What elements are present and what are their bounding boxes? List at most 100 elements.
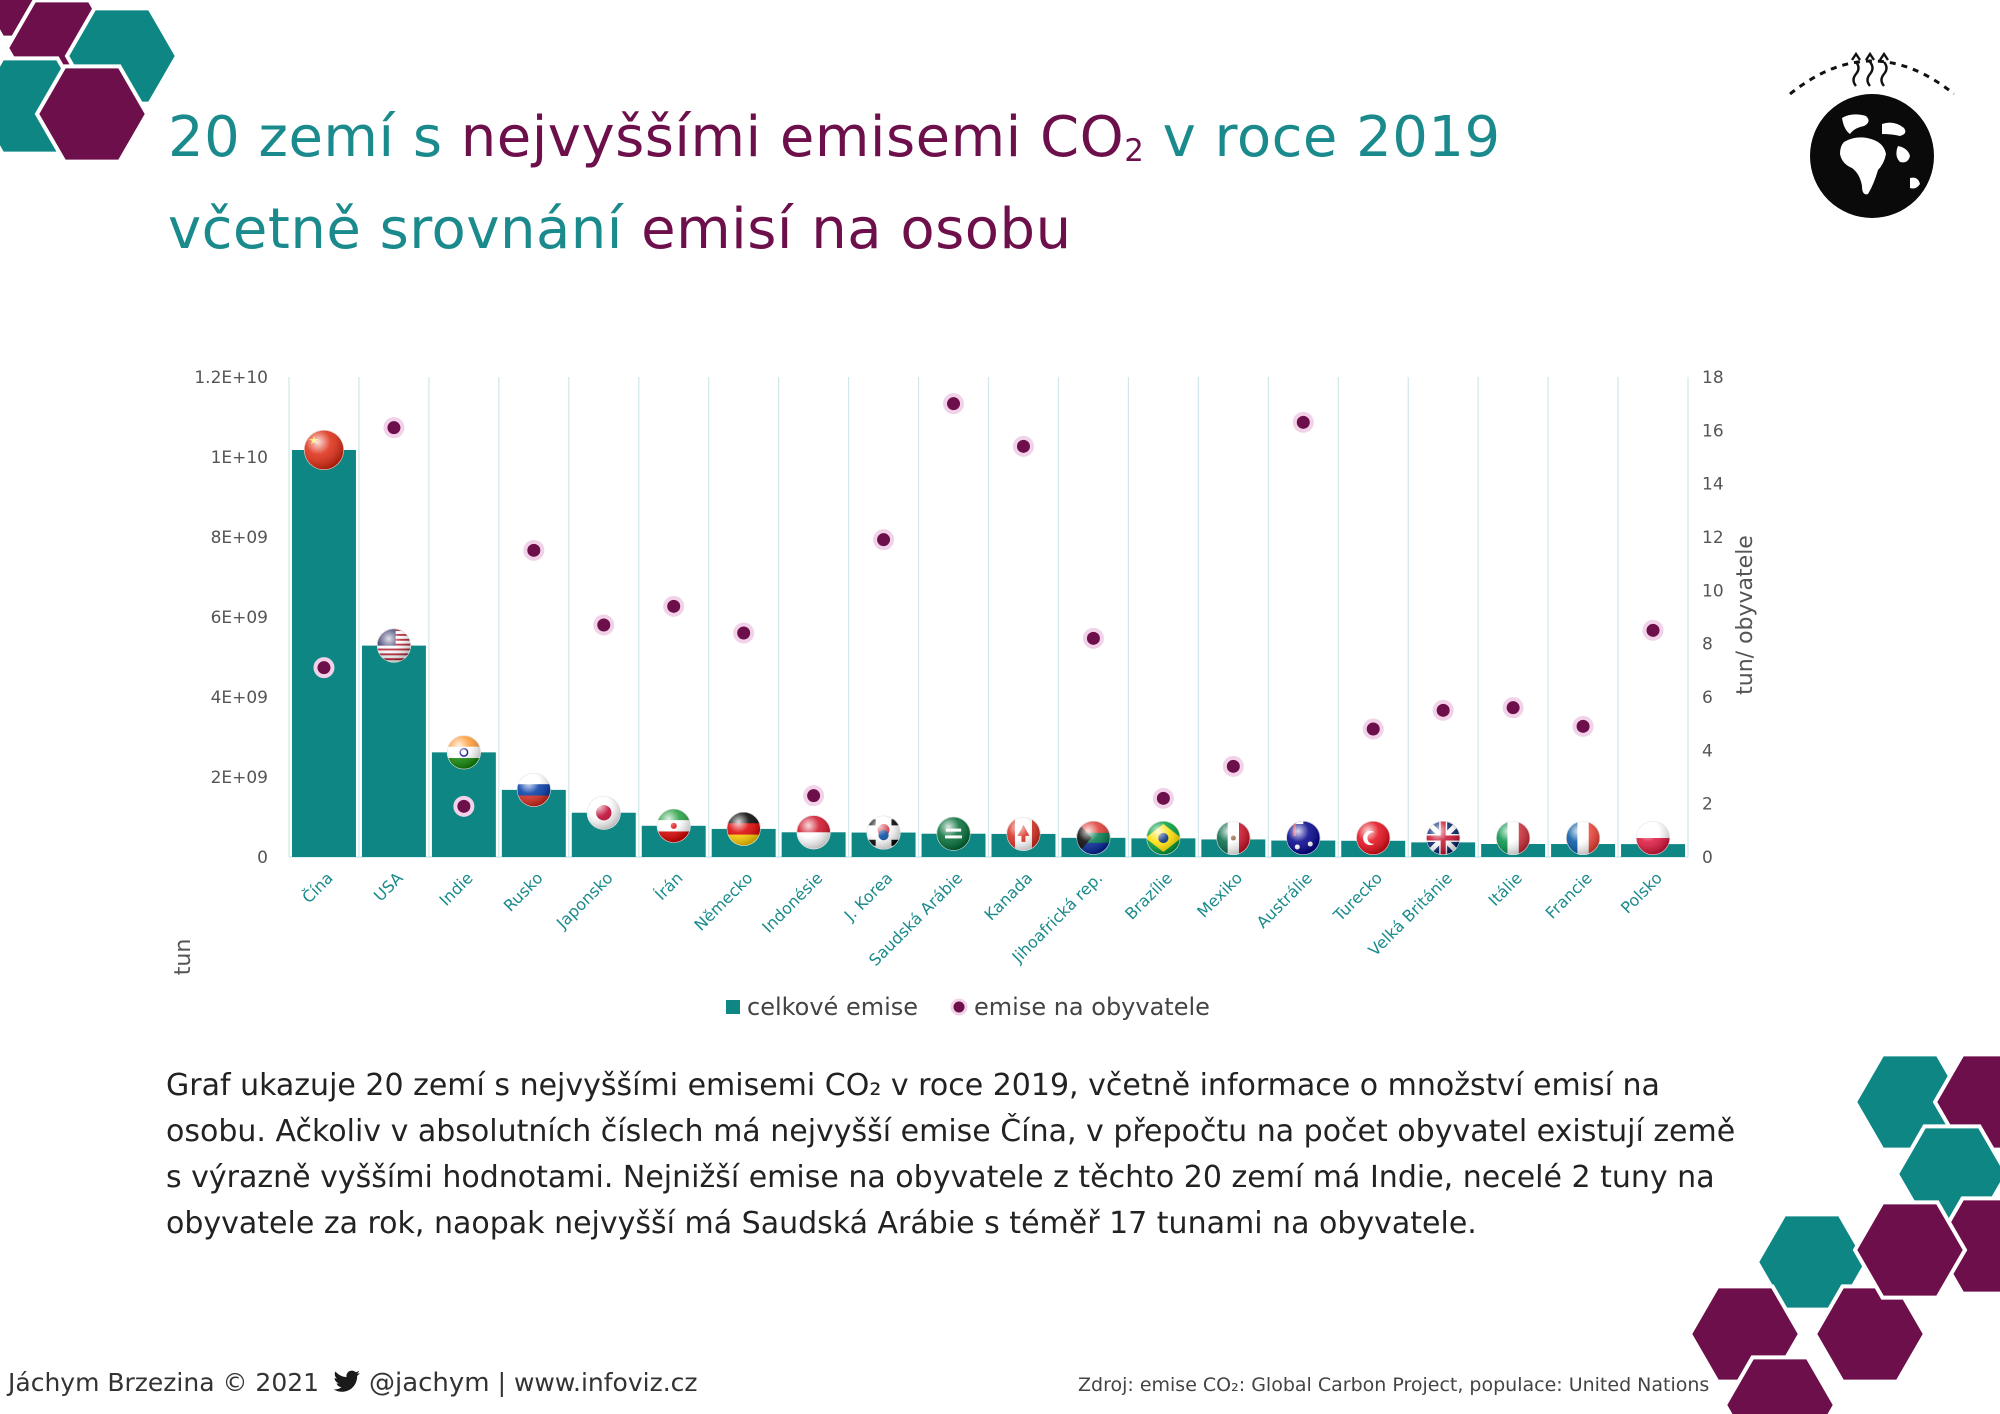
left-tick-label: 1.2E+10 xyxy=(194,368,268,388)
flag-br-icon xyxy=(1146,821,1181,855)
flag-de-icon xyxy=(726,811,761,846)
left-tick-label: 2E+09 xyxy=(211,768,268,788)
flag-ca-icon xyxy=(1006,816,1041,851)
point-ir xyxy=(663,595,685,617)
right-tick-label: 4 xyxy=(1702,741,1713,761)
flag-gb-icon xyxy=(1426,821,1461,855)
point-tr xyxy=(1362,718,1384,740)
category-label: Austrálie xyxy=(1253,868,1317,932)
bar-us xyxy=(361,645,426,857)
category-label: Japonsko xyxy=(552,868,617,933)
category-label: Rusko xyxy=(500,868,547,915)
twitter-handle-link[interactable]: @jachym xyxy=(368,1368,490,1398)
point-gb xyxy=(1432,699,1454,721)
decorative-hexagon xyxy=(1722,1355,1838,1414)
flag-us-icon xyxy=(376,628,411,663)
point-mx xyxy=(1222,755,1244,777)
category-label: Turecko xyxy=(1329,868,1386,925)
right-tick-label: 6 xyxy=(1702,688,1713,708)
point-kr xyxy=(873,529,895,551)
legend-point-swatch xyxy=(950,998,968,1016)
right-tick-label: 18 xyxy=(1702,368,1724,388)
flag-pl-icon xyxy=(1636,821,1671,855)
right-tick-label: 14 xyxy=(1702,475,1724,495)
point-za xyxy=(1082,627,1104,649)
point-au xyxy=(1292,411,1314,433)
flag-au-icon xyxy=(1286,821,1321,855)
footer-separator: | xyxy=(497,1368,507,1397)
point-cn xyxy=(313,657,335,679)
flag-id-icon xyxy=(796,815,831,850)
right-tick-label: 16 xyxy=(1702,421,1724,441)
twitter-bird-icon xyxy=(333,1370,360,1392)
point-it xyxy=(1502,697,1524,719)
right-tick-label: 8 xyxy=(1702,635,1713,655)
flag-tr-icon xyxy=(1356,821,1391,855)
category-label: Brazílie xyxy=(1121,868,1176,923)
left-tick-label: 0 xyxy=(257,848,268,868)
category-labels: Čína USA Indie Rusko Japonsko Írán Německo Indo… xyxy=(298,868,1666,969)
decorative-hexagon xyxy=(34,64,150,164)
per-capita-series xyxy=(313,393,1664,817)
point-de xyxy=(733,622,755,644)
point-fr xyxy=(1572,715,1594,737)
bar-series xyxy=(292,450,1685,857)
chart-grid xyxy=(288,377,1689,858)
category-label: Mexiko xyxy=(1193,868,1246,921)
flag-fr-icon xyxy=(1566,821,1601,855)
point-in xyxy=(453,795,475,817)
flag-kr-icon xyxy=(866,815,901,850)
point-us xyxy=(383,417,405,439)
emissions-chart: 0 2E+09 4E+09 6E+09 8E+09 1E+10 1.2E+10 0 2 4 6 8 1… xyxy=(171,368,1758,1021)
point-ca xyxy=(1012,435,1034,457)
source-note: Zdroj: emise CO₂: Global Carbon Project,… xyxy=(1078,1374,1710,1396)
right-tick-label: 10 xyxy=(1702,581,1724,601)
left-tick-label: 8E+09 xyxy=(211,528,268,548)
left-tick-label: 6E+09 xyxy=(211,608,268,628)
point-br xyxy=(1152,787,1174,809)
left-axis-label: tun xyxy=(171,939,196,976)
bar-cn xyxy=(292,450,356,857)
flag-ir-icon xyxy=(656,808,691,843)
page-title: 20 zemí s nejvyššími emisemi CO2 v roce … xyxy=(168,96,1501,272)
legend-bar-swatch xyxy=(726,1000,740,1014)
leaf-network-icon xyxy=(1922,1302,2000,1377)
legend: celkové emise emise na obyvatele xyxy=(726,993,1210,1021)
legend-bar-label: celkové emise xyxy=(747,993,918,1021)
flag-sa-icon xyxy=(936,816,971,851)
flag-mx-icon xyxy=(1216,821,1251,855)
category-label: J. Korea xyxy=(840,868,897,925)
category-label: Írán xyxy=(651,868,687,904)
point-jp xyxy=(593,614,615,636)
earth-heat-icon xyxy=(1789,51,1955,218)
right-tick-label: 0 xyxy=(1702,848,1713,868)
footer-credits: Jáchym Brzezina © 2021 @jachym | www.inf… xyxy=(8,1368,698,1398)
category-label: Německo xyxy=(690,868,756,934)
legend-point-label: emise na obyvatele xyxy=(974,993,1210,1021)
flag-markers xyxy=(303,430,1671,855)
flag-za-icon xyxy=(1076,820,1111,855)
category-label: Indie xyxy=(435,868,476,909)
category-label: Francie xyxy=(1542,868,1596,922)
category-label: Kanada xyxy=(980,868,1036,924)
right-tick-label: 12 xyxy=(1702,528,1724,548)
left-tick-label: 1E+10 xyxy=(211,448,268,468)
flag-it-icon xyxy=(1496,821,1531,855)
flag-in-icon xyxy=(446,735,481,770)
flag-cn-icon xyxy=(303,430,344,470)
chart-description: Graf ukazuje 20 zemí s nejvyššími emisem… xyxy=(166,1068,1736,1241)
category-label: Indonésie xyxy=(758,868,826,936)
right-axis: 0 2 4 6 8 10 12 14 16 18 xyxy=(1702,368,1724,868)
point-pl xyxy=(1642,619,1664,641)
left-axis: 0 2E+09 4E+09 6E+09 8E+09 1E+10 1.2E+10 xyxy=(194,368,268,868)
flag-jp-icon xyxy=(586,795,621,830)
left-tick-label: 4E+09 xyxy=(211,688,268,708)
author-credit: Jáchym Brzezina © 2021 xyxy=(8,1368,320,1397)
right-axis-label: tun/ obyvatele xyxy=(1733,535,1758,695)
title-line-1: 20 zemí s nejvyššími emisemi CO2 v roce … xyxy=(168,105,1501,170)
decorative-hexagon xyxy=(1852,1200,1968,1300)
right-tick-label: 2 xyxy=(1702,795,1713,815)
title-line-2: včetně srovnání emisí na osobu xyxy=(168,197,1072,262)
website-link[interactable]: www.infoviz.cz xyxy=(513,1368,698,1397)
